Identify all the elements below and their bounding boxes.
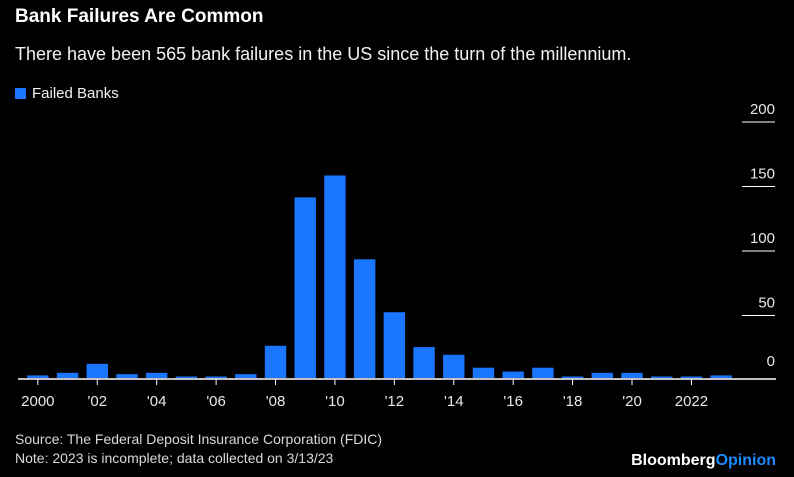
bar-2010 bbox=[324, 175, 346, 378]
bar-2006 bbox=[205, 376, 227, 378]
x-tick-label-2016: '16 bbox=[503, 393, 523, 410]
legend-label: Failed Banks bbox=[32, 85, 119, 102]
bar-2008 bbox=[264, 345, 287, 378]
x-tick-label-2002: '02 bbox=[87, 393, 107, 410]
x-tick-label-2010: '10 bbox=[325, 393, 345, 410]
x-tick-label-2014: '14 bbox=[444, 393, 464, 410]
x-tick-label-2020: '20 bbox=[622, 393, 642, 410]
bar-2003 bbox=[116, 374, 138, 378]
chart-title: Bank Failures Are Common bbox=[15, 6, 264, 27]
legend-swatch bbox=[15, 88, 26, 99]
bar-2005 bbox=[175, 376, 198, 378]
bar-2017 bbox=[532, 367, 554, 378]
bar-2014 bbox=[443, 354, 465, 378]
x-tick-label-2012: '12 bbox=[385, 393, 405, 410]
note-text: Note: 2023 is incomplete; data collected… bbox=[15, 450, 334, 466]
bar-2018 bbox=[561, 376, 584, 378]
y-tick-label-0: 0 bbox=[767, 353, 775, 370]
source-block: Source: The Federal Deposit Insurance Co… bbox=[15, 430, 382, 468]
bar-2002 bbox=[86, 363, 108, 378]
bar-2004 bbox=[145, 372, 168, 378]
y-tick-label-150: 150 bbox=[750, 166, 775, 183]
legend: Failed Banks bbox=[15, 85, 119, 102]
bar-2007 bbox=[235, 374, 257, 378]
bar-2015 bbox=[472, 367, 495, 378]
bar-2011 bbox=[353, 259, 376, 378]
source-text: Source: The Federal Deposit Insurance Co… bbox=[15, 431, 383, 447]
bar-2012 bbox=[383, 312, 406, 378]
bar-2000 bbox=[27, 375, 49, 378]
bar-2023 bbox=[710, 375, 732, 378]
y-tick-label-50: 50 bbox=[758, 295, 775, 312]
bars bbox=[27, 175, 732, 378]
y-tick-label-100: 100 bbox=[750, 230, 775, 247]
bar-2013 bbox=[413, 347, 435, 378]
bar-2022 bbox=[680, 376, 703, 378]
brand-accent: Opinion bbox=[715, 452, 776, 469]
x-axis-ticks: 2000 '02 '04 '06 '08 '10 '12 '14 '16 '18 '20 2022 bbox=[21, 379, 708, 410]
y-tick-label-200: 200 bbox=[750, 101, 775, 118]
x-tick-label-2004: '04 bbox=[147, 393, 167, 410]
bar-2021 bbox=[651, 376, 673, 378]
bar-2001 bbox=[56, 372, 79, 378]
bar-2009 bbox=[294, 197, 316, 378]
gridlines bbox=[742, 121, 775, 316]
x-tick-label-2018: '18 bbox=[563, 393, 583, 410]
x-tick-label-2022: 2022 bbox=[675, 393, 708, 410]
x-tick-label-2000: 2000 bbox=[21, 393, 54, 410]
x-tick-label-2008: '08 bbox=[266, 393, 286, 410]
bar-2019 bbox=[591, 372, 614, 378]
chart-subtitle: There have been 565 bank failures in the… bbox=[15, 44, 632, 64]
bar-chart: 2000'02'04'06'08'10'12'14'16'18'20 2022 0… bbox=[18, 101, 776, 410]
x-tick-label-2006: '06 bbox=[206, 393, 226, 410]
brand-main: Bloomberg bbox=[631, 452, 716, 469]
bar-2016 bbox=[502, 371, 524, 378]
y-axis-labels: 0 50 100 150 200 bbox=[750, 101, 775, 370]
bar-2020 bbox=[621, 372, 643, 378]
bloomberg-opinion-logo: BloombergOpinion bbox=[631, 452, 776, 470]
